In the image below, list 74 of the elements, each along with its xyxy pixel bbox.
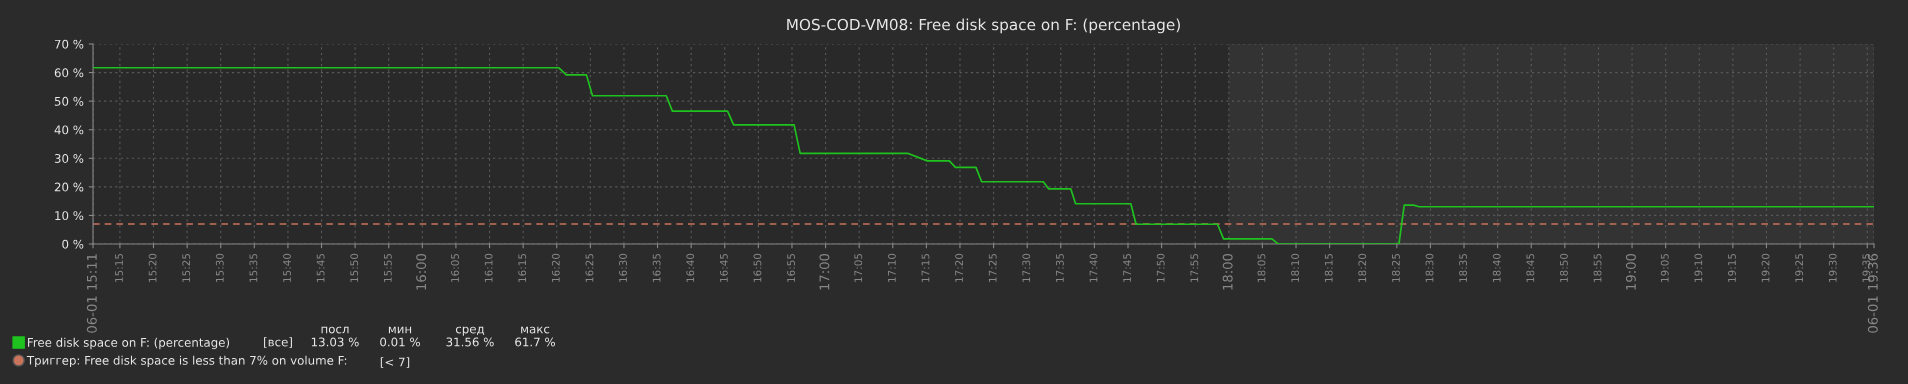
x-tick-label: 16:50: [753, 253, 762, 282]
x-tick-label: 17:35: [1055, 253, 1064, 282]
text: 61.7 %: [515, 337, 555, 347]
x-tick-label: 18:50: [1559, 253, 1568, 282]
x-tick-label: 18:35: [1459, 253, 1468, 282]
y-tick-label: 30 %: [54, 154, 84, 163]
x-tick-label: 17:55: [1190, 253, 1199, 282]
x-tick-label: 17:25: [988, 253, 997, 282]
x-tick-label: 18:10: [1291, 253, 1300, 282]
x-tick-label: 18:40: [1492, 253, 1501, 282]
x-tick-label: 15:45: [316, 253, 325, 282]
x-tick-label: 06-01 15:11: [86, 254, 97, 333]
y-tick-label: 60 %: [54, 68, 84, 78]
x-tick-label: 19:10: [1694, 253, 1703, 282]
y-tick-label: 40 %: [54, 125, 84, 135]
x-tick-label: 17:15: [921, 253, 930, 282]
x-tick-label: 18:05: [1257, 253, 1266, 282]
x-tick-label: 15:25: [182, 253, 191, 282]
x-tick-label: 19:05: [1660, 253, 1669, 282]
chart-title: MOS-COD-VM08: Free disk space on F: (percentage): [787, 18, 1180, 34]
text: [< 7]: [380, 357, 410, 368]
x-tick-label: 17:05: [854, 253, 863, 282]
x-tick-label: 19:20: [1761, 253, 1770, 282]
x-tick-label: 17:10: [887, 253, 896, 282]
x-tick-label: 16:20: [551, 253, 560, 282]
legend-label: Триггер: Free disk space is less than 7% on volume F:: [26, 355, 347, 368]
x-tick-label: 15:40: [283, 253, 291, 282]
x-tick-label: 15:50: [350, 253, 359, 282]
x-tick-label: 16:35: [652, 253, 661, 282]
x-tick-label: 17:20: [955, 253, 963, 282]
x-tick-label: 18:30: [1425, 253, 1434, 282]
x-tick-label: 19:25: [1795, 253, 1804, 282]
y-tick-label: 70 %: [54, 39, 84, 49]
x-tick-label: 16:15: [518, 253, 527, 282]
x-tick-label: 18:20: [1358, 253, 1367, 282]
x-tick-label: 16:25: [585, 253, 594, 282]
y-tick-label: 10 %: [55, 211, 84, 221]
x-tick-label: 18:55: [1593, 253, 1602, 282]
x-tick-label: 18:25: [1391, 253, 1400, 282]
x-tick-label: 15:20: [148, 253, 157, 282]
y-tick-label: 50 %: [54, 96, 84, 106]
x-tick-label: 15:55: [384, 253, 392, 282]
x-tick-label: 18:45: [1526, 253, 1535, 282]
x-tick-label: 17:50: [1156, 253, 1165, 282]
x-tick-label: 16:30: [619, 253, 627, 282]
y-tick-label: 20 %: [54, 182, 84, 192]
x-tick-label: 18:00: [1222, 253, 1233, 290]
x-tick-label: 17:40: [1089, 253, 1098, 282]
x-tick-label: 16:45: [719, 253, 728, 282]
x-tick-label: 19:15: [1728, 253, 1736, 282]
text: мин: [388, 326, 412, 334]
x-tick-label: 17:30: [1022, 253, 1031, 282]
x-tick-label: 15:35: [249, 253, 258, 282]
x-tick-label: 15:15: [115, 253, 123, 282]
x-tick-label: 18:15: [1324, 253, 1333, 282]
text: [все]: [264, 337, 292, 348]
text: 31.56 %: [446, 337, 494, 347]
x-tick-label: 16:05: [451, 253, 459, 282]
x-tick-label: 19:30: [1828, 253, 1837, 282]
x-tick-label: 15:30: [215, 253, 224, 282]
text: посл: [321, 326, 349, 334]
text: макс: [521, 326, 550, 334]
x-tick-label: 19:00: [1625, 253, 1636, 290]
text: сред: [455, 326, 485, 336]
x-tick-label: 16:40: [686, 253, 695, 282]
text: 13.03 %: [311, 337, 359, 347]
x-tick-label: 17:45: [1123, 253, 1132, 282]
y-tick-label: 0 %: [62, 239, 84, 249]
x-tick-label: 16:10: [484, 253, 493, 282]
x-tick-label: 16:55: [787, 253, 795, 282]
x-tick-label: 16:00: [416, 253, 427, 290]
text: 0.01 %: [380, 337, 420, 347]
x-tick-label: 17:00: [819, 253, 830, 290]
legend-label: Free disk space on F: (percentage): [28, 337, 230, 350]
